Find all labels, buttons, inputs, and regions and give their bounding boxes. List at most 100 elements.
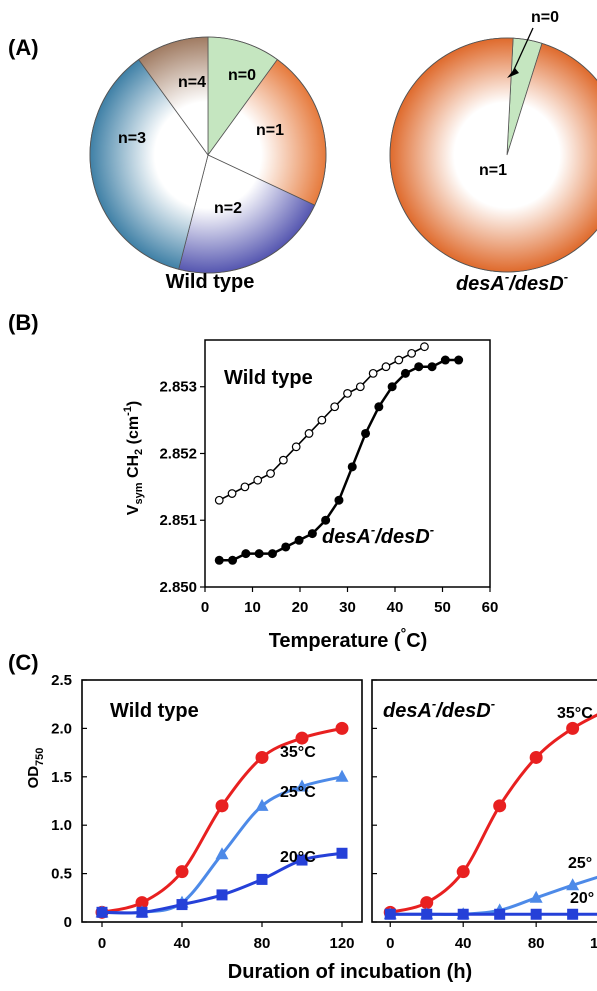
data-point	[566, 878, 580, 891]
data-point	[566, 721, 580, 735]
data-point	[384, 908, 396, 920]
x-tick-label: 0	[201, 599, 209, 616]
data-point	[228, 555, 238, 565]
data-point	[493, 799, 507, 813]
series-temp-label: 20°C	[280, 849, 316, 866]
data-point	[295, 731, 309, 745]
data-point	[529, 890, 543, 903]
data-point	[278, 455, 288, 465]
data-point	[454, 355, 464, 365]
chart-c1-title: Wild type	[110, 700, 199, 722]
data-point	[567, 908, 579, 920]
data-point	[96, 906, 108, 918]
pie-wild-type-label: Wild type	[166, 271, 255, 293]
data-point	[347, 462, 357, 472]
data-point	[334, 495, 344, 505]
pie-slice	[389, 37, 597, 273]
data-point	[456, 865, 470, 879]
data-point	[321, 515, 331, 525]
data-point	[407, 348, 417, 358]
y-tick-label: 0.5	[51, 866, 72, 883]
data-point	[335, 769, 349, 782]
x-tick-label: 0	[98, 935, 106, 952]
x-axis-title-c: Duration of incubation (h)	[228, 961, 472, 983]
pointer-arrow	[511, 27, 534, 75]
pointer-arrowhead	[507, 68, 519, 78]
y-tick-label: 2.0	[51, 720, 72, 737]
x-tick-label: 10	[244, 599, 261, 616]
x-tick-label: 120	[329, 935, 354, 952]
series-temp-label: 25°	[568, 855, 592, 872]
data-point	[336, 847, 348, 859]
data-point	[294, 535, 304, 545]
data-point	[175, 865, 189, 879]
x-tick-label: 0	[386, 935, 394, 952]
data-point	[255, 750, 269, 764]
data-point	[295, 779, 309, 792]
series-temp-label: 20°	[570, 890, 594, 907]
panel-label-a: (A)	[8, 35, 39, 60]
pie-slice-label: n=4	[178, 74, 206, 91]
panel-label-c: (C)	[8, 650, 39, 675]
pie-outline	[389, 37, 597, 273]
data-point	[368, 368, 378, 378]
series-line	[390, 875, 597, 917]
y-axis-title-c: OD750	[25, 748, 46, 789]
data-point	[241, 549, 251, 559]
series-temp-label: 35°C	[280, 744, 316, 761]
data-point	[281, 542, 291, 552]
series-label-mutant: desA-/desD-	[322, 522, 434, 548]
y-tick-label: 2.851	[159, 512, 197, 529]
data-point	[421, 908, 433, 920]
chart-b-membrane-fluidity: 0 10 20 30 40 50 60 2.850 2.851 2.852 2.853	[159, 339, 499, 616]
pie-slice-label: n=0	[531, 9, 559, 26]
pie-slice-label: n=3	[118, 130, 146, 147]
series-group	[96, 847, 348, 918]
data-point	[361, 428, 371, 438]
chart-c2-title: desA-/desD-	[383, 696, 495, 722]
data-point	[343, 389, 352, 398]
x-tick-label: 60	[482, 599, 499, 616]
y-tick-label: 2.5	[51, 672, 72, 689]
data-point	[214, 495, 224, 505]
series-group	[383, 875, 597, 920]
chart-c-wild-type: 0 40 80 120 0 0.5 1.0 1.5 2.0 2.5 35°C 25°C 20°C	[51, 672, 363, 952]
x-tick-label: 30	[339, 599, 356, 616]
data-point	[394, 355, 404, 365]
x-axis-title-b: Temperature (°C)	[269, 625, 428, 652]
plot-frame	[81, 679, 363, 923]
data-point	[240, 482, 250, 492]
data-point	[387, 382, 397, 392]
data-point	[420, 342, 429, 352]
data-point	[420, 896, 434, 910]
data-point	[307, 529, 317, 539]
pie-slice-label: n=1	[479, 162, 507, 179]
chart-c-mutant: 0 40 80 1 35°C 25° 20°	[371, 679, 597, 952]
pie-chart-mutant: n=1 n=0	[389, 9, 597, 273]
data-point	[400, 368, 410, 378]
x-tick-label: 40	[387, 599, 404, 616]
y-tick-label: 0	[64, 914, 72, 931]
data-point	[253, 475, 263, 485]
series-group	[384, 908, 597, 920]
pie-slice-label: n=1	[256, 122, 284, 139]
pie-chart-wild-type: n=0 n=1 n=2 n=3 n=4	[89, 36, 327, 274]
pie-slice-label: n=0	[228, 67, 256, 84]
data-point	[304, 429, 314, 438]
y-tick-label: 1.5	[51, 769, 72, 786]
data-point	[530, 908, 542, 920]
y-tick-label: 2.853	[159, 379, 197, 396]
data-point	[335, 721, 349, 735]
series-label-wild-type: Wild type	[224, 367, 313, 389]
data-point	[227, 489, 237, 498]
data-point	[291, 442, 301, 452]
data-point	[330, 402, 340, 412]
x-tick-label: 80	[254, 935, 271, 952]
series-temp-label: 35°C	[557, 705, 593, 722]
data-point	[267, 549, 277, 559]
data-point	[494, 908, 506, 920]
data-point	[414, 362, 424, 372]
x-tick-label: 1	[590, 935, 597, 952]
y-tick-label: 2.850	[159, 579, 197, 596]
